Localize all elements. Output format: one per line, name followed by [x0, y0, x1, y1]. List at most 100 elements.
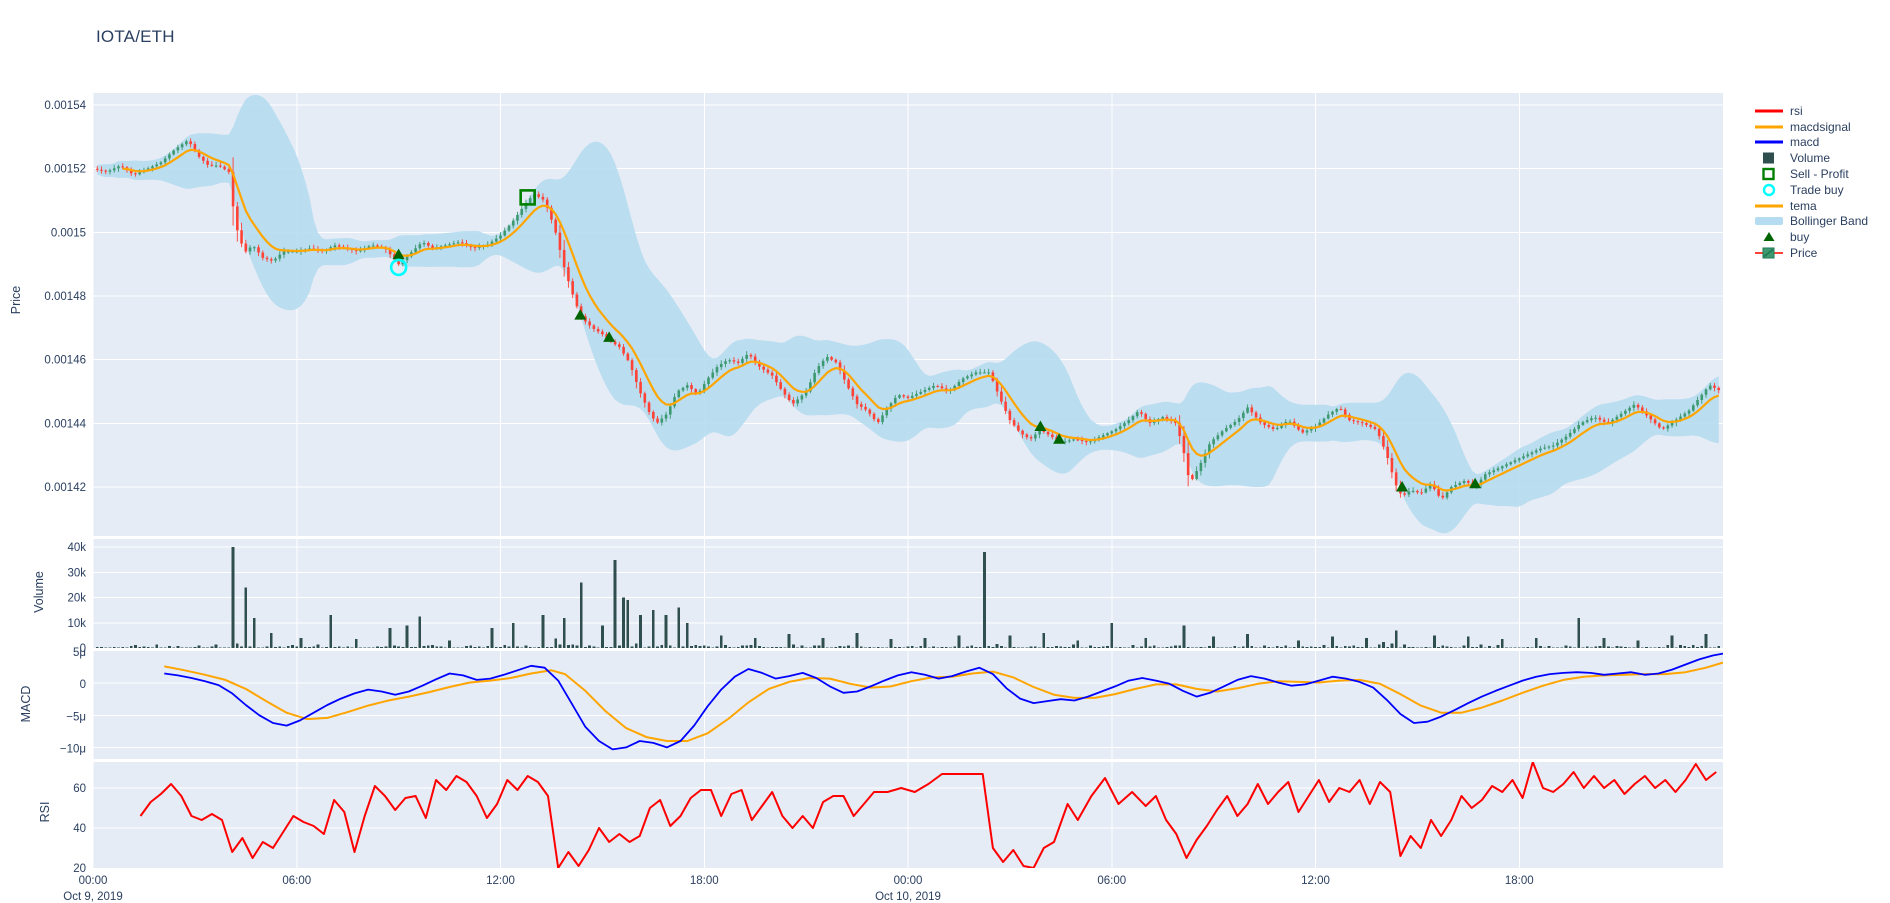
legend-item-trade-buy[interactable]: Trade buy: [1752, 182, 1868, 198]
candle-body: [1360, 422, 1364, 424]
candle-body: [1174, 420, 1177, 423]
volume-bar: [1106, 646, 1109, 648]
candle-body: [236, 206, 239, 231]
candle-body: [1717, 387, 1721, 391]
candle-body: [269, 259, 273, 261]
candle-body: [1513, 460, 1517, 463]
buy-triangle-icon[interactable]: [1469, 477, 1482, 489]
volume-bar: [1458, 647, 1462, 648]
candle-body: [494, 238, 498, 242]
candle-body: [1084, 441, 1088, 443]
rsi-tick-label: 20: [73, 863, 86, 875]
sell-profit-square-icon[interactable]: [519, 189, 536, 206]
candle-body: [1123, 423, 1126, 427]
candle-body: [932, 385, 935, 388]
volume-bar: [426, 645, 430, 648]
candle-body: [219, 165, 222, 167]
candle-body: [1483, 474, 1487, 480]
buy-triangle-icon[interactable]: [574, 309, 587, 320]
legend-item-macdsignal[interactable]: macdsignal: [1752, 119, 1868, 135]
volume-bar: [983, 552, 986, 648]
volume-bar: [240, 646, 243, 648]
volume-bar: [1169, 646, 1173, 648]
volume-bar: [528, 646, 532, 648]
buy-triangle-icon[interactable]: [392, 248, 405, 260]
volume-bar: [329, 615, 333, 648]
candle-body: [1004, 401, 1007, 411]
candle-body: [1386, 446, 1389, 459]
candle-body: [337, 245, 341, 247]
volume-bar: [1645, 647, 1648, 648]
volume-bar: [668, 645, 672, 648]
candle-body: [121, 166, 125, 168]
volume-bar: [758, 645, 761, 648]
candle-body: [656, 418, 659, 423]
candle-body: [1339, 409, 1343, 411]
candle-body: [206, 160, 209, 165]
volume-bar: [919, 646, 923, 648]
candle-body: [1365, 423, 1368, 425]
volume-bar: [397, 646, 401, 648]
candle-body: [1543, 447, 1547, 449]
legend-item-bollinger-band[interactable]: Bollinger Band: [1752, 214, 1868, 230]
candle-body: [1063, 441, 1067, 443]
candle-body: [1437, 489, 1440, 496]
x-tick-label: 12:00: [1301, 875, 1330, 887]
candle-body: [240, 230, 243, 244]
legend-item-rsi[interactable]: rsi: [1752, 103, 1868, 119]
volume-bar: [868, 646, 872, 648]
legend-item-tema[interactable]: tema: [1752, 198, 1868, 214]
buy-triangle-icon[interactable]: [1034, 420, 1047, 432]
buy-triangle-icon[interactable]: [603, 331, 616, 342]
candle-body: [813, 372, 816, 383]
volume-bar: [1657, 646, 1661, 648]
buy-triangle-icon[interactable]: [1053, 433, 1066, 444]
candle-body: [1467, 481, 1470, 483]
candle-body: [864, 406, 867, 410]
candle-body: [1428, 484, 1432, 489]
candle-body: [1636, 404, 1640, 408]
volume-bar: [1373, 647, 1377, 648]
candle-body: [499, 235, 502, 239]
volume-bar: [1666, 644, 1670, 648]
price-axis-title: Price: [9, 285, 23, 315]
volume-bar: [1369, 647, 1373, 648]
volume-bar: [1466, 636, 1470, 648]
price-tick-label: 0.00152: [44, 164, 86, 176]
volume-bar: [388, 627, 392, 648]
volume-legend-swatch-icon: [1763, 152, 1774, 164]
volume-bar: [571, 644, 575, 648]
volume-bar: [1543, 647, 1547, 648]
candle-body: [1305, 430, 1309, 433]
volume-bar: [804, 647, 808, 648]
volume-bar: [749, 644, 753, 648]
volume-bar: [1619, 646, 1623, 648]
trade-buy-circle-icon[interactable]: [389, 258, 408, 277]
volume-bar: [1144, 637, 1148, 648]
candle-body: [1624, 410, 1627, 414]
legend-item-volume[interactable]: Volume: [1752, 150, 1868, 166]
candle-body: [541, 196, 545, 200]
volume-bar: [1708, 647, 1712, 648]
legend-item-label: Volume: [1790, 151, 1831, 166]
candle-body: [677, 390, 681, 398]
candle-body: [1225, 427, 1228, 432]
volume-bar: [197, 645, 201, 648]
x-tick-date-label: Oct 10, 2019: [875, 891, 941, 903]
volume-bar: [970, 645, 974, 648]
volume-bar: [100, 647, 103, 648]
buy-triangle-icon[interactable]: [1396, 480, 1409, 492]
candle-body: [681, 387, 685, 391]
candle-body: [562, 249, 566, 268]
candle-body: [732, 360, 736, 362]
legend-item-buy[interactable]: buy: [1752, 229, 1868, 245]
volume-bar: [1687, 647, 1691, 648]
volume-bar: [910, 646, 914, 648]
legend-item-macd[interactable]: macd: [1752, 135, 1868, 151]
volume-bar: [418, 616, 422, 648]
legend-item-price[interactable]: Price: [1752, 245, 1868, 261]
legend-item-sell-profit[interactable]: Sell - Profit: [1752, 166, 1868, 182]
macd-tick-label: 5μ: [73, 647, 86, 659]
volume-bar: [223, 647, 226, 648]
